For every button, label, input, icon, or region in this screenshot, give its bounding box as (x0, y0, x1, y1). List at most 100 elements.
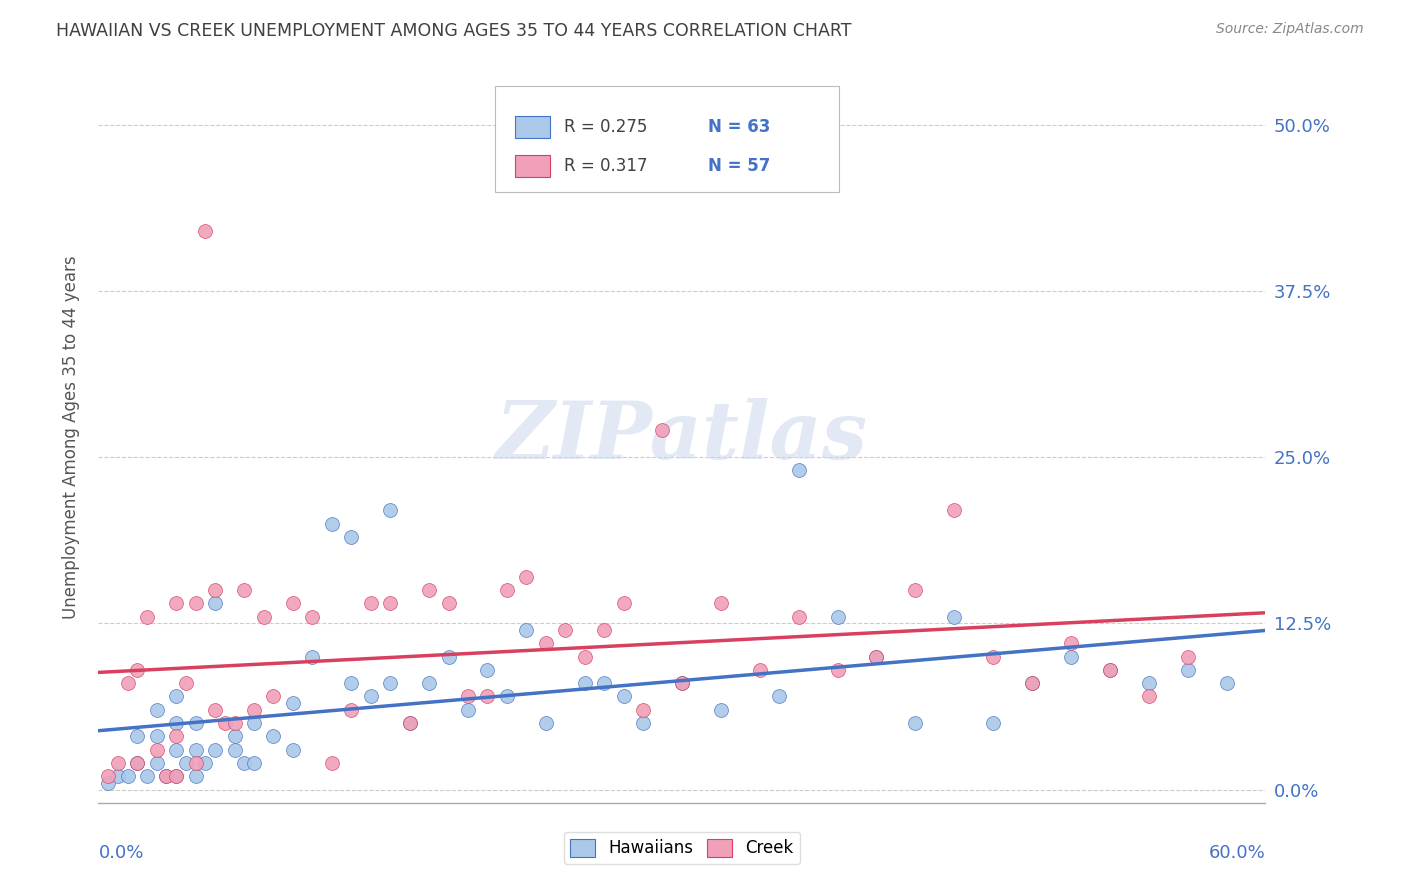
Point (224, 742, 246, 756)
Bar (515, 116, 550, 137)
Point (671, 676, 693, 690)
Text: Source: ZipAtlas.com: Source: ZipAtlas.com (1216, 22, 1364, 37)
Point (224, 729, 246, 743)
Point (340, 676, 363, 690)
Point (146, 742, 169, 756)
Point (136, 609, 159, 624)
Point (281, 596, 304, 610)
Y-axis label: Unemployment Among Ages 35 to 44 years: Unemployment Among Ages 35 to 44 years (62, 255, 80, 619)
Point (146, 756, 169, 770)
Point (155, 769, 177, 783)
Point (574, 676, 596, 690)
Point (360, 596, 382, 610)
Point (1215, 676, 1237, 690)
Point (127, 756, 149, 770)
Point (165, 769, 187, 783)
Point (418, 582, 440, 597)
Point (233, 582, 256, 597)
Text: R = 0.317: R = 0.317 (564, 157, 648, 175)
Point (437, 649, 460, 664)
Point (457, 703, 479, 717)
Point (380, 596, 402, 610)
Point (301, 649, 323, 664)
Point (136, 769, 159, 783)
Point (613, 690, 636, 704)
Point (281, 696, 304, 710)
Point (146, 703, 169, 717)
Text: R = 0.275: R = 0.275 (564, 118, 647, 136)
Point (865, 649, 887, 664)
Point (165, 716, 187, 731)
Point (165, 742, 187, 756)
Point (1177, 663, 1199, 677)
Point (184, 596, 207, 610)
Point (534, 716, 557, 731)
Point (904, 582, 927, 597)
Point (904, 716, 927, 731)
Point (214, 716, 236, 731)
Point (437, 596, 460, 610)
Point (107, 756, 129, 770)
Point (107, 769, 129, 783)
Point (340, 703, 363, 717)
Text: ZIPatlas: ZIPatlas (496, 399, 868, 475)
Point (262, 729, 284, 743)
Point (165, 729, 187, 743)
Point (127, 756, 149, 770)
Text: 0.0%: 0.0% (98, 845, 143, 863)
Point (1098, 663, 1121, 677)
Point (593, 623, 616, 637)
Point (380, 676, 402, 690)
Point (593, 676, 616, 690)
Point (146, 729, 169, 743)
Point (340, 530, 363, 544)
Point (262, 690, 284, 704)
Point (243, 756, 266, 770)
Point (534, 636, 557, 650)
Point (710, 596, 733, 610)
Text: HAWAIIAN VS CREEK UNEMPLOYMENT AMONG AGES 35 TO 44 YEARS CORRELATION CHART: HAWAIIAN VS CREEK UNEMPLOYMENT AMONG AGE… (56, 22, 852, 40)
Legend: Hawaiians, Creek: Hawaiians, Creek (564, 832, 800, 864)
Point (194, 756, 217, 770)
Point (477, 663, 499, 677)
Point (1060, 636, 1083, 650)
Point (398, 716, 420, 731)
Point (204, 703, 226, 717)
Point (174, 676, 197, 690)
Point (117, 769, 139, 783)
Point (768, 690, 790, 704)
Point (1060, 649, 1083, 664)
Point (418, 676, 440, 690)
Point (233, 756, 256, 770)
Point (631, 703, 654, 717)
Point (184, 756, 207, 770)
Point (398, 716, 420, 731)
Point (651, 424, 673, 438)
Point (613, 596, 636, 610)
Point (943, 503, 966, 517)
Point (1021, 676, 1043, 690)
Point (457, 690, 479, 704)
Point (1177, 649, 1199, 664)
Point (496, 582, 519, 597)
Point (243, 703, 266, 717)
Point (981, 649, 1004, 664)
Text: N = 57: N = 57 (707, 157, 770, 175)
Point (165, 596, 187, 610)
Point (748, 663, 770, 677)
Point (184, 769, 207, 783)
Text: N = 63: N = 63 (707, 118, 770, 136)
Point (671, 676, 693, 690)
Point (321, 756, 343, 770)
Point (787, 463, 810, 477)
Point (127, 729, 149, 743)
Point (184, 716, 207, 731)
Point (631, 716, 654, 731)
Point (827, 609, 849, 624)
Point (194, 224, 217, 238)
Point (380, 503, 402, 517)
Point (174, 756, 197, 770)
Point (127, 663, 149, 677)
Point (224, 716, 246, 731)
Point (515, 623, 537, 637)
